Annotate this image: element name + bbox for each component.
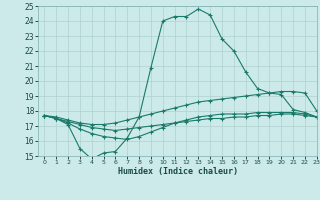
X-axis label: Humidex (Indice chaleur): Humidex (Indice chaleur): [118, 167, 238, 176]
